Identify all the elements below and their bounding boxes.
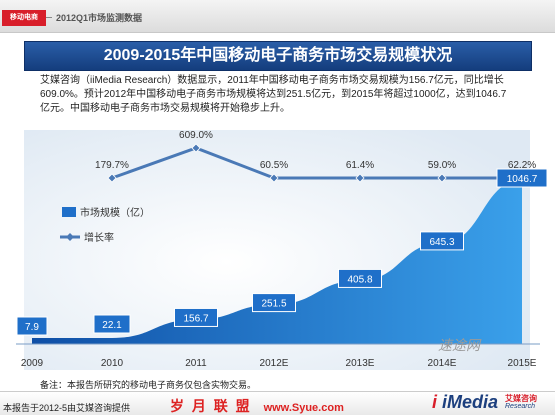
legend-swatch-market-size <box>62 207 76 217</box>
growth-rate-label: 62.2% <box>508 160 536 171</box>
top-bar <box>0 0 555 33</box>
value-label-box <box>252 293 296 313</box>
legend-label-market-size: 市场规模（亿） <box>80 206 150 219</box>
section-title: 2012Q1市场监测数据 <box>56 13 143 23</box>
x-tick-label: 2012E <box>260 358 289 369</box>
growth-rate-label: 59.0% <box>428 160 456 171</box>
growth-rate-point <box>107 173 117 183</box>
value-label: 1046.7 <box>507 174 538 185</box>
value-label-box <box>420 231 464 251</box>
growth-rate-label: 61.4% <box>346 160 374 171</box>
value-label: 22.1 <box>102 320 122 331</box>
growth-rate-point <box>191 143 201 153</box>
watermark-name: 岁 月 联 盟 <box>170 398 252 414</box>
growth-rate-label: 60.5% <box>260 160 288 171</box>
logo-en-text: Research <box>505 403 535 410</box>
value-label-box <box>174 307 218 327</box>
value-label: 7.9 <box>25 322 39 333</box>
value-label-box <box>496 168 548 188</box>
watermark-text: 岁 月 联 盟 www.Syue.com <box>170 396 344 416</box>
value-label-box <box>16 316 48 336</box>
site-watermark: 速途网 <box>438 337 480 353</box>
category-tag: 移动电商 <box>2 10 46 26</box>
growth-rate-point <box>269 173 279 183</box>
growth-rate-label: 179.7% <box>95 160 129 171</box>
bottom-bar <box>0 391 555 415</box>
description-text: 艾媒咨询（iiMedia Research）数据显示，2011年中国移动电子商务… <box>40 75 507 114</box>
x-tick-label: 2015E <box>508 358 537 369</box>
growth-rate-point <box>437 173 447 183</box>
value-label-box <box>338 268 382 288</box>
logo-cn-text: 艾媒咨询 <box>505 394 537 403</box>
legend-label-growth: 增长率 <box>84 231 114 244</box>
growth-rate-label: 609.0% <box>179 130 213 141</box>
tag-connector <box>46 17 52 18</box>
value-label: 156.7 <box>183 313 208 324</box>
chart-title: 2009-2015年中国移动电子商务市场交易规模状况 <box>24 41 532 71</box>
growth-rate-point <box>355 173 365 183</box>
x-tick-label: 2014E <box>428 358 457 369</box>
x-tick-label: 2011 <box>185 358 207 369</box>
x-tick-label: 2010 <box>101 358 124 369</box>
logo-i-mark: i <box>432 392 438 412</box>
logo-wordmark: iMedia <box>442 392 499 412</box>
value-label: 405.8 <box>347 274 372 285</box>
source-text: 本报告于2012-5由艾媒咨询提供 <box>3 403 131 413</box>
x-tick-label: 2009 <box>21 358 44 369</box>
value-label: 645.3 <box>429 237 454 248</box>
market-size-area <box>32 180 522 344</box>
value-label: 251.5 <box>261 299 286 310</box>
value-label-box <box>93 314 131 334</box>
watermark-url: www.Syue.com <box>263 402 344 414</box>
legend-marker-growth <box>66 233 74 241</box>
footnote: 备注：本报告所研究的移动电子商务仅包含实物交易。 <box>40 380 257 390</box>
growth-rate-line <box>111 146 522 180</box>
x-tick-label: 2013E <box>346 358 375 369</box>
